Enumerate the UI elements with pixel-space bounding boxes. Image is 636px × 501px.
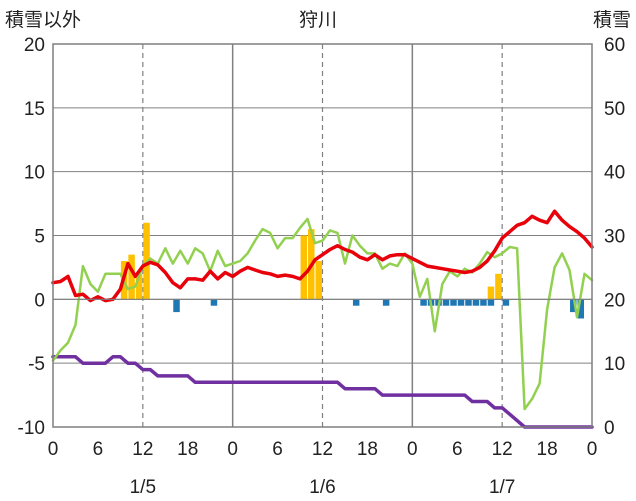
x-tick-label: 6 xyxy=(93,439,104,460)
snow-change-bar xyxy=(570,299,577,313)
right-tick-label: 30 xyxy=(604,227,625,248)
snow-change-bar xyxy=(210,299,218,306)
x-tick-label: 0 xyxy=(407,439,418,460)
right-tick-label: 0 xyxy=(604,418,615,439)
right-tick-label: 50 xyxy=(604,99,625,120)
snow-change-bar xyxy=(480,299,487,306)
x-tick-label: 0 xyxy=(48,439,59,460)
axes xyxy=(52,43,593,428)
x-tick-label: 0 xyxy=(587,439,598,460)
x-tick-label: 6 xyxy=(452,439,463,460)
grid xyxy=(53,43,592,428)
left-tick-label: 10 xyxy=(24,163,45,184)
precip-bar xyxy=(315,261,322,300)
precip-bar xyxy=(487,286,495,300)
x-tick-label: 18 xyxy=(177,439,198,460)
right-tick-label: 60 xyxy=(604,35,625,56)
x-tick-label: 18 xyxy=(537,439,558,460)
snow-change-bar xyxy=(487,299,495,306)
snow-change-bar xyxy=(420,299,427,306)
snow-change-bar xyxy=(173,299,180,313)
snow-change-bar xyxy=(450,299,457,306)
snow-change-bar xyxy=(502,299,510,306)
x-tick-label: 6 xyxy=(272,439,283,460)
snow-depth-line xyxy=(51,355,594,429)
left-axis-label: 積雪以外 xyxy=(5,9,81,31)
left-tick-label: 15 xyxy=(24,99,45,120)
snow-change-bar xyxy=(382,299,390,306)
x-tick-label: 12 xyxy=(312,439,333,460)
right-tick-label: 20 xyxy=(604,290,625,311)
right-tick-label: 40 xyxy=(604,163,625,184)
x-tick-label: 12 xyxy=(132,439,153,460)
plot-frame xyxy=(52,43,593,428)
right-tick-label: 10 xyxy=(604,354,625,375)
precip-bar xyxy=(300,235,308,300)
right-axis-label: 積雪 xyxy=(593,9,631,31)
date-label: 1/6 xyxy=(309,477,335,498)
snow-change-bar xyxy=(457,299,465,306)
x-tick-label: 0 xyxy=(227,439,238,460)
date-label: 1/7 xyxy=(489,477,515,498)
left-tick-label: 5 xyxy=(34,227,45,248)
x-tick-label: 12 xyxy=(492,439,513,460)
x-tick-label: 18 xyxy=(357,439,378,460)
precip-bar xyxy=(135,273,143,300)
chart-title: 狩川 xyxy=(299,9,337,31)
snow-change-bar xyxy=(577,299,585,319)
precip-bar xyxy=(128,254,135,300)
snow-change-bar xyxy=(442,299,450,306)
date-label: 1/5 xyxy=(130,477,156,498)
precip-bar xyxy=(495,273,502,300)
temperature-line xyxy=(51,209,594,303)
left-tick-label: -5 xyxy=(28,354,45,375)
line-series xyxy=(51,209,594,429)
snow-change-bar xyxy=(465,299,472,306)
snow-change-bar xyxy=(472,299,480,306)
left-tick-label: -10 xyxy=(18,418,45,439)
left-tick-label: 0 xyxy=(34,290,45,311)
left-tick-label: 20 xyxy=(24,35,45,56)
snow-change-bar xyxy=(352,299,360,306)
